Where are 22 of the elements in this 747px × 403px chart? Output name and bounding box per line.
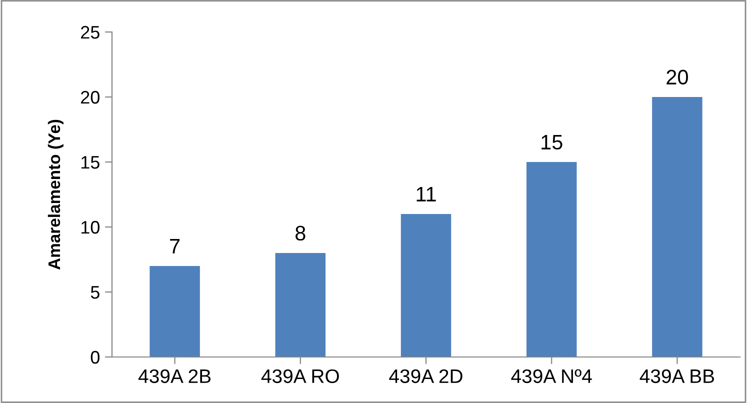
data-label: 11 bbox=[416, 187, 436, 202]
data-label: 7 bbox=[170, 239, 180, 254]
y-tick-label: 25 bbox=[81, 26, 100, 39]
data-label: 20 bbox=[666, 70, 688, 85]
x-tick-label: 439A Nº4 bbox=[511, 369, 592, 384]
y-tick-label: 10 bbox=[81, 220, 100, 234]
bar bbox=[150, 266, 200, 357]
y-tick-label: 15 bbox=[81, 156, 100, 169]
bar bbox=[526, 162, 577, 357]
y-tick-label: 5 bbox=[90, 286, 100, 299]
bar bbox=[275, 253, 326, 357]
x-tick-label: 439A BB bbox=[640, 369, 714, 384]
data-label: 15 bbox=[542, 135, 562, 150]
x-tick-label: 439A RO bbox=[261, 369, 339, 384]
bar bbox=[400, 214, 452, 357]
y-tick-label: 0 bbox=[90, 350, 100, 364]
y-axis-title: Amarelamento (Ye) bbox=[48, 120, 64, 270]
bar bbox=[652, 97, 702, 357]
x-tick-label: 439A 2D bbox=[389, 369, 462, 384]
x-tick-label: 439A 2B bbox=[138, 369, 211, 384]
y-tick-label: 20 bbox=[81, 90, 100, 104]
data-label: 8 bbox=[296, 226, 306, 241]
